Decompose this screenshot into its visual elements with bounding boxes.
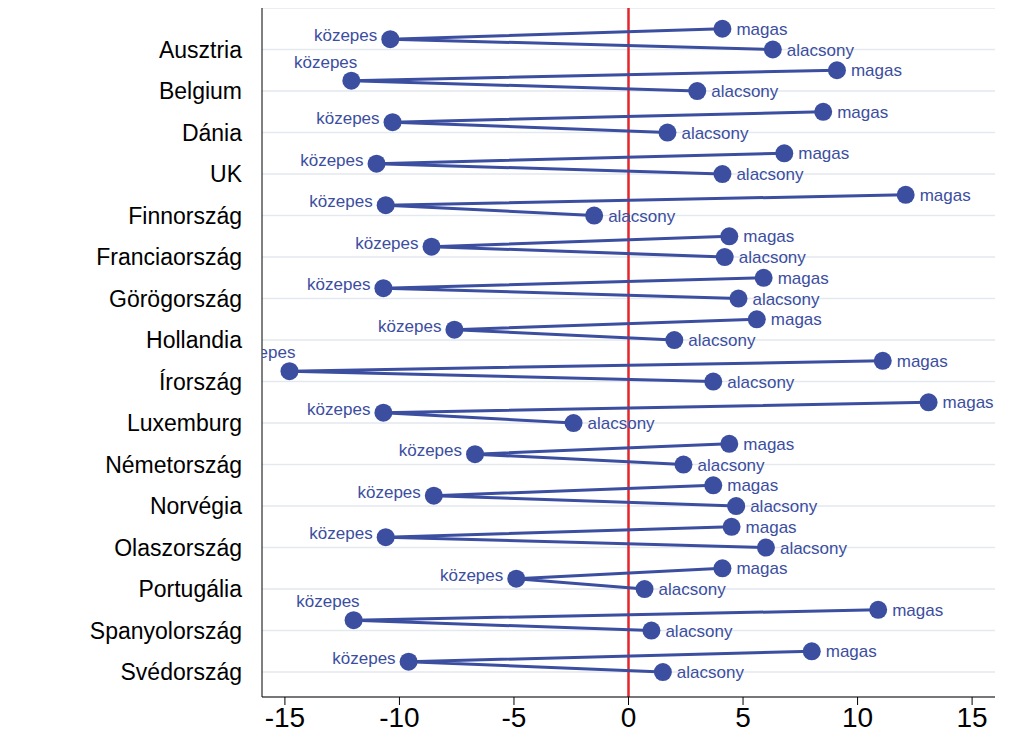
svg-text:közepes: közepes — [332, 649, 395, 668]
svg-text:alacsony: alacsony — [787, 41, 855, 60]
svg-text:alacsony: alacsony — [739, 248, 807, 267]
svg-text:magas: magas — [743, 435, 794, 454]
svg-text:közepes: közepes — [314, 26, 377, 45]
svg-text:0: 0 — [621, 702, 637, 733]
svg-text:-15: -15 — [265, 702, 305, 733]
svg-text:közepes: közepes — [309, 524, 372, 543]
svg-text:Belgium: Belgium — [159, 78, 242, 104]
svg-text:közepes: közepes — [440, 566, 503, 585]
svg-text:alacsony: alacsony — [588, 414, 656, 433]
svg-text:magas: magas — [736, 20, 787, 39]
svg-text:magas: magas — [897, 352, 948, 371]
svg-text:alacsony: alacsony — [736, 165, 804, 184]
svg-text:Olaszország: Olaszország — [114, 535, 242, 561]
svg-text:Görögország: Görögország — [109, 286, 242, 312]
svg-text:közepes: közepes — [262, 343, 295, 362]
svg-text:alacsony: alacsony — [677, 663, 745, 682]
svg-text:alacsony: alacsony — [688, 331, 756, 350]
svg-text:magas: magas — [746, 518, 797, 537]
svg-text:Luxemburg: Luxemburg — [127, 410, 242, 436]
svg-text:alacsony: alacsony — [750, 497, 818, 516]
svg-text:15: 15 — [957, 702, 988, 733]
svg-text:magas: magas — [778, 269, 829, 288]
svg-text:magas: magas — [892, 601, 943, 620]
svg-text:magas: magas — [826, 642, 877, 661]
svg-text:közepes: közepes — [316, 109, 379, 128]
svg-text:magas: magas — [851, 61, 902, 80]
svg-text:közepes: közepes — [355, 234, 418, 253]
svg-text:Dánia: Dánia — [182, 120, 242, 146]
svg-text:közepes: közepes — [307, 400, 370, 419]
svg-text:alacsony: alacsony — [780, 539, 848, 558]
svg-text:Spanyolország: Spanyolország — [90, 618, 242, 644]
svg-text:magas: magas — [798, 144, 849, 163]
svg-text:közepes: közepes — [300, 151, 363, 170]
svg-text:Norvégia: Norvégia — [150, 493, 242, 519]
svg-text:közepes: közepes — [294, 53, 357, 72]
svg-text:Svédország: Svédország — [121, 659, 242, 685]
svg-text:5: 5 — [735, 702, 751, 733]
svg-text:alacsony: alacsony — [665, 622, 733, 641]
svg-text:UK: UK — [210, 161, 243, 187]
svg-text:közepes: közepes — [378, 317, 441, 336]
svg-text:közepes: közepes — [399, 441, 462, 460]
svg-text:Ausztria: Ausztria — [159, 37, 242, 63]
svg-text:magas: magas — [920, 186, 971, 205]
svg-text:Portugália: Portugália — [138, 576, 242, 602]
svg-text:Franciaország: Franciaország — [96, 244, 242, 270]
svg-text:-5: -5 — [502, 702, 527, 733]
svg-text:magas: magas — [943, 393, 994, 412]
svg-text:magas: magas — [736, 559, 787, 578]
svg-text:alacsony: alacsony — [697, 456, 765, 475]
svg-text:Írország: Írország — [159, 369, 242, 395]
svg-text:közepes: közepes — [296, 592, 359, 611]
svg-text:alacsony: alacsony — [711, 82, 779, 101]
svg-text:magas: magas — [727, 476, 778, 495]
svg-text:magas: magas — [771, 310, 822, 329]
svg-text:Hollandia: Hollandia — [146, 327, 242, 353]
svg-text:10: 10 — [842, 702, 873, 733]
svg-text:közepes: közepes — [307, 275, 370, 294]
svg-text:alacsony: alacsony — [608, 207, 676, 226]
svg-text:Finnország: Finnország — [128, 203, 242, 229]
svg-text:magas: magas — [837, 103, 888, 122]
svg-text:alacsony: alacsony — [727, 373, 795, 392]
svg-text:alacsony: alacsony — [752, 290, 820, 309]
svg-text:Németország: Németország — [105, 452, 242, 478]
svg-text:-10: -10 — [379, 702, 419, 733]
svg-text:alacsony: alacsony — [659, 580, 727, 599]
svg-text:magas: magas — [743, 227, 794, 246]
svg-text:közepes: közepes — [309, 192, 372, 211]
svg-text:közepes: közepes — [357, 483, 420, 502]
svg-text:alacsony: alacsony — [681, 124, 749, 143]
